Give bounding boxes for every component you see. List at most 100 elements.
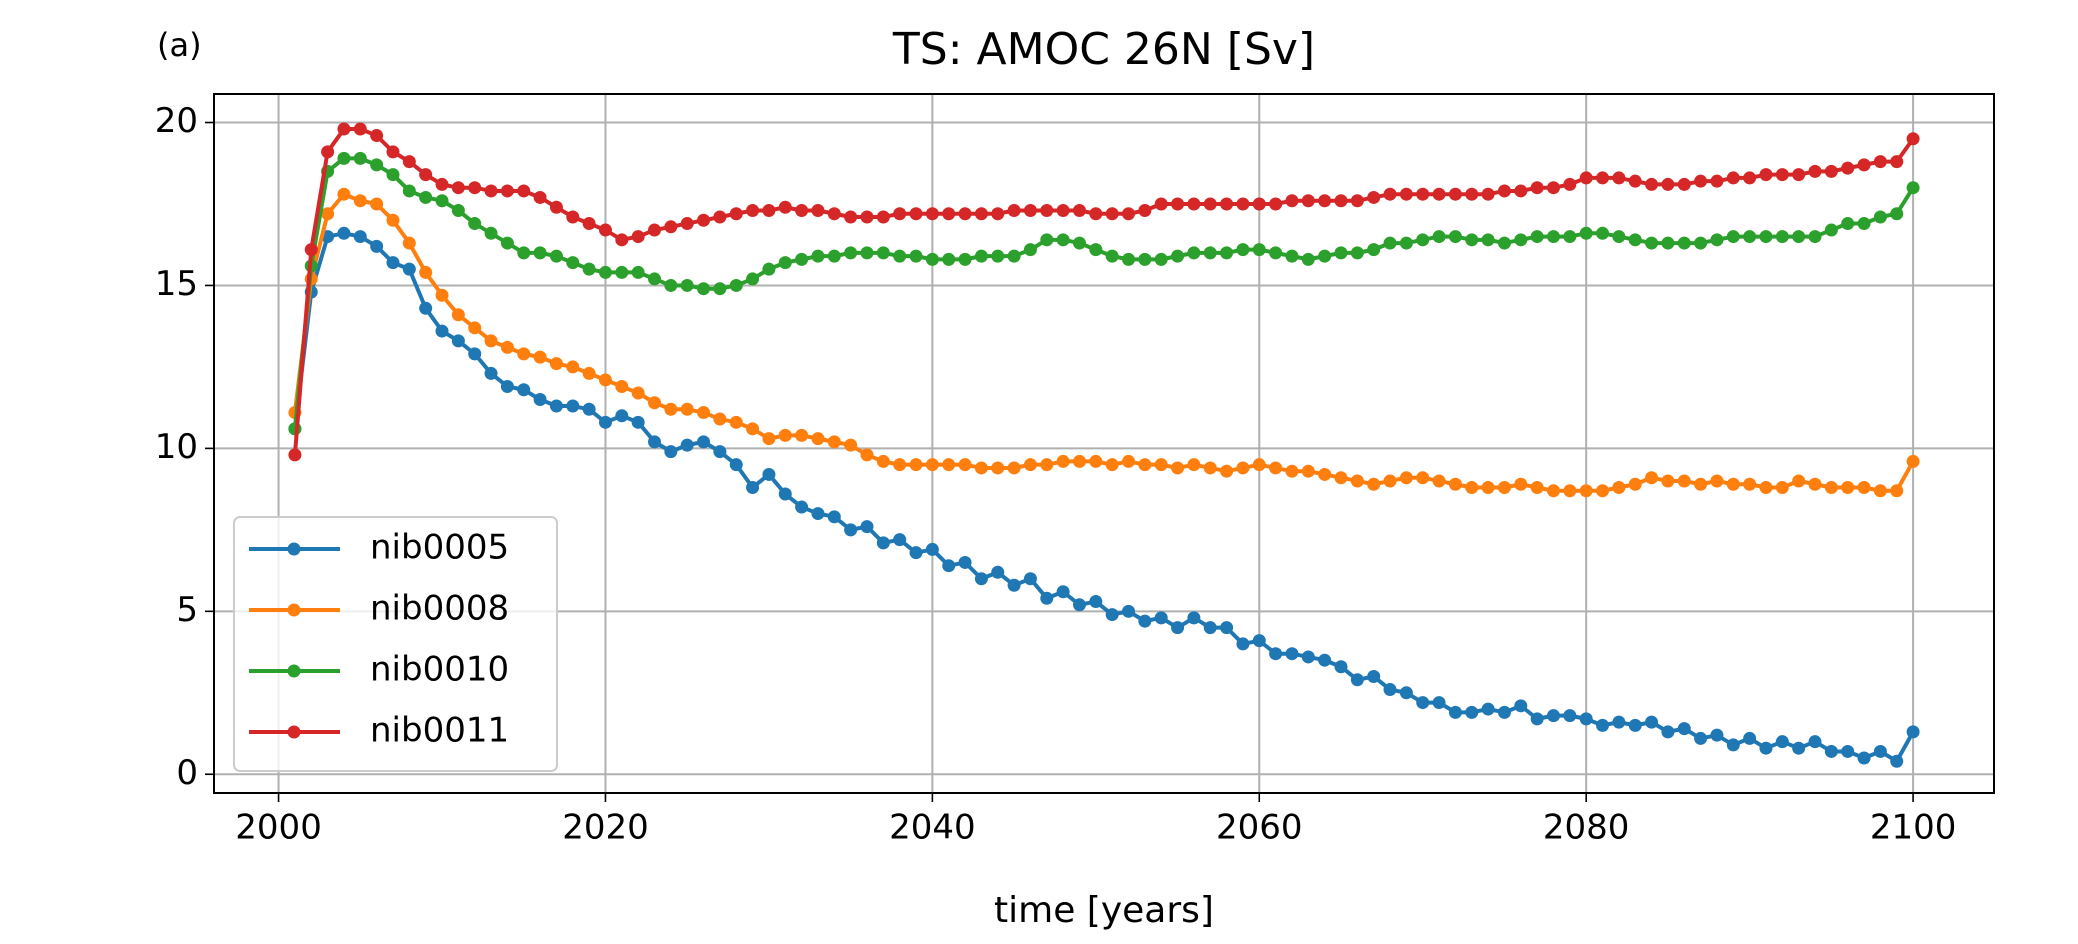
- point: [1694, 477, 1708, 491]
- point: [1416, 696, 1430, 710]
- point: [1318, 194, 1332, 208]
- point: [1072, 598, 1086, 612]
- legend: nib0005 nib0008 nib0010 nib0011: [233, 516, 558, 772]
- point: [1890, 754, 1904, 768]
- point: [549, 200, 563, 214]
- point: [1792, 741, 1806, 755]
- point: [419, 301, 433, 315]
- point: [1056, 233, 1070, 247]
- point: [1906, 132, 1920, 146]
- point: [1792, 474, 1806, 488]
- point: [729, 207, 743, 221]
- point: [1105, 458, 1119, 472]
- point: [795, 252, 809, 266]
- point: [664, 445, 678, 459]
- point: [1252, 458, 1266, 472]
- point: [1661, 236, 1675, 250]
- point: [1857, 480, 1871, 494]
- point: [533, 350, 547, 364]
- x-tick-label: 2080: [1543, 808, 1630, 848]
- point: [664, 402, 678, 416]
- point: [468, 347, 482, 361]
- point: [517, 184, 531, 198]
- point: [778, 487, 792, 501]
- point: [1546, 230, 1560, 244]
- point: [1171, 461, 1185, 475]
- point: [598, 223, 612, 237]
- point: [991, 249, 1005, 263]
- point: [1465, 233, 1479, 247]
- point: [1318, 467, 1332, 481]
- point: [1089, 595, 1103, 609]
- point: [1301, 464, 1315, 478]
- point: [1596, 171, 1610, 185]
- point: [1089, 243, 1103, 257]
- point: [353, 230, 367, 244]
- point: [762, 262, 776, 276]
- point: [1857, 751, 1871, 765]
- point: [1350, 194, 1364, 208]
- point: [468, 181, 482, 195]
- point: [500, 236, 514, 250]
- point: [1252, 243, 1266, 257]
- point: [1906, 725, 1920, 739]
- point: [451, 308, 465, 322]
- point: [811, 249, 825, 263]
- point: [1285, 464, 1299, 478]
- point: [974, 572, 988, 586]
- point: [1367, 190, 1381, 204]
- point: [1122, 252, 1136, 266]
- point: [778, 428, 792, 442]
- x-tick-label: 2060: [1216, 808, 1303, 848]
- point: [1530, 712, 1544, 726]
- point: [1661, 177, 1675, 191]
- point: [991, 461, 1005, 475]
- point: [1334, 246, 1348, 260]
- point: [1775, 168, 1789, 182]
- point: [1448, 230, 1462, 244]
- chart-title: TS: AMOC 26N [Sv]: [892, 24, 1315, 75]
- legend-label: nib0008: [370, 589, 509, 629]
- point: [844, 438, 858, 452]
- point: [1857, 217, 1871, 231]
- point: [1056, 454, 1070, 468]
- point: [402, 262, 416, 276]
- point: [631, 386, 645, 400]
- point: [746, 204, 760, 217]
- point: [1334, 471, 1348, 485]
- point: [762, 467, 776, 481]
- point: [942, 252, 956, 266]
- point: [1007, 461, 1021, 475]
- legend-label: nib0010: [370, 650, 509, 690]
- point: [1236, 243, 1250, 257]
- point: [1220, 621, 1234, 635]
- point: [795, 428, 809, 442]
- point: [1612, 230, 1626, 244]
- x-tick-label: 2020: [562, 808, 649, 848]
- point: [1285, 249, 1299, 263]
- point: [1252, 197, 1266, 211]
- series-line: [292, 192, 1915, 493]
- point: [1072, 236, 1086, 250]
- point: [1040, 591, 1054, 605]
- y-tick-label: 20: [155, 101, 198, 141]
- point: [1824, 164, 1838, 178]
- point: [1841, 744, 1855, 758]
- point: [1775, 230, 1789, 244]
- point: [1399, 236, 1413, 250]
- point: [1645, 236, 1659, 250]
- point: [1040, 204, 1054, 217]
- legend-marker: [287, 542, 301, 556]
- point: [1546, 181, 1560, 195]
- point: [1792, 168, 1806, 182]
- point: [1710, 728, 1724, 742]
- point: [909, 546, 923, 560]
- point: [1350, 246, 1364, 260]
- point: [1497, 236, 1511, 250]
- point: [1089, 454, 1103, 468]
- point: [713, 210, 727, 224]
- point: [1154, 611, 1168, 625]
- point: [1645, 715, 1659, 729]
- point: [1563, 484, 1577, 498]
- point: [1301, 194, 1315, 208]
